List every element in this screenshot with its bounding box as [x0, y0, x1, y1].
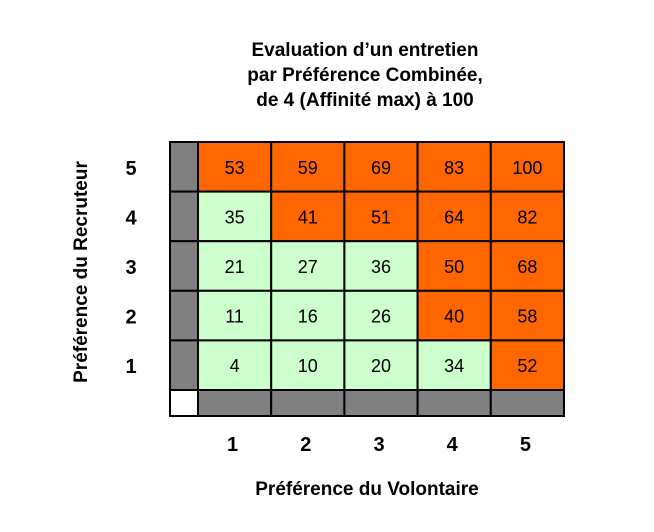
heatmap-cell	[197, 289, 273, 342]
cell-value-label: 16	[298, 307, 318, 327]
cell-value-label: 64	[444, 207, 464, 227]
heatmap-cell	[489, 240, 565, 292]
cell-value-label: 26	[371, 307, 391, 327]
chart-title-line-3: de 4 (Affinité max) à 100	[256, 90, 474, 111]
cell-value-label: 51	[371, 207, 391, 227]
cell-value-label: 36	[371, 257, 391, 277]
heatmap-cell	[270, 190, 346, 243]
x-tick-label: 1	[227, 434, 238, 456]
heatmap-cell	[489, 190, 565, 243]
heatmap-cell	[416, 190, 492, 243]
cell-value-label: 52	[517, 356, 537, 376]
x-axis-label: Préférence du Volontaire	[255, 479, 479, 500]
cell-value-label: 10	[298, 356, 318, 376]
heatmap-cell	[489, 141, 565, 193]
y-tick-label: 1	[125, 356, 136, 378]
cell-value-label: 50	[444, 257, 464, 277]
y-axis-label: Préférence du Recruteur	[71, 161, 92, 383]
x-tick-label: 5	[520, 434, 531, 456]
cell-value-label: 27	[298, 257, 318, 277]
y-tick-label: 5	[125, 158, 136, 180]
cell-value-label: 83	[444, 158, 464, 178]
row-header-cell	[169, 141, 199, 193]
heatmap-cell	[416, 289, 492, 342]
heatmap-cell	[343, 339, 419, 391]
row-header-cell	[169, 190, 199, 243]
heatmap-cell	[343, 141, 419, 193]
heatmap-cell	[343, 289, 419, 342]
cell-value-label: 53	[225, 158, 245, 178]
heatmap-cell	[270, 339, 346, 391]
cell-value-label: 100	[512, 158, 542, 178]
heatmap-cell	[343, 240, 419, 292]
column-footer-cell	[270, 389, 346, 417]
column-footer-cell	[197, 389, 273, 417]
cell-value-label: 4	[230, 356, 240, 376]
y-tick-label: 4	[125, 207, 137, 229]
row-header-cell	[169, 339, 199, 391]
chart-title-line-2: par Préférence Combinée,	[247, 65, 483, 86]
y-tick-label: 3	[125, 257, 136, 279]
cell-value-label: 59	[298, 158, 318, 178]
cell-value-label: 68	[517, 257, 537, 277]
corner-cell	[169, 389, 199, 417]
heatmap-cell	[197, 240, 273, 292]
cell-value-label: 34	[444, 356, 464, 376]
cell-value-label: 40	[444, 307, 464, 327]
cell-value-label: 41	[298, 207, 318, 227]
cell-value-label: 35	[225, 207, 245, 227]
cell-value-label: 21	[225, 257, 245, 277]
heatmap-cell	[489, 289, 565, 342]
y-tick-label: 2	[125, 307, 136, 329]
x-tick-label: 3	[373, 434, 384, 456]
chart-title-line-1: Evaluation d’un entretien	[251, 40, 479, 61]
heatmap-cell	[197, 339, 273, 391]
heatmap-cell	[416, 339, 492, 391]
cell-value-label: 58	[517, 307, 537, 327]
cell-value-label: 20	[371, 356, 391, 376]
column-footer-cell	[343, 389, 419, 417]
cell-value-label: 11	[225, 307, 244, 327]
x-tick-label: 4	[447, 434, 459, 456]
chart-title: Evaluation d’un entretien par Préférence…	[150, 38, 580, 113]
cell-value-label: 82	[517, 207, 537, 227]
row-header-cell	[169, 240, 199, 292]
cell-value-label: 69	[371, 158, 391, 178]
row-header-cell	[169, 289, 199, 342]
column-footer-cell	[489, 389, 565, 417]
heatmap-cell	[489, 339, 565, 391]
column-footer-cell	[416, 389, 492, 417]
x-tick-label: 2	[300, 434, 311, 456]
